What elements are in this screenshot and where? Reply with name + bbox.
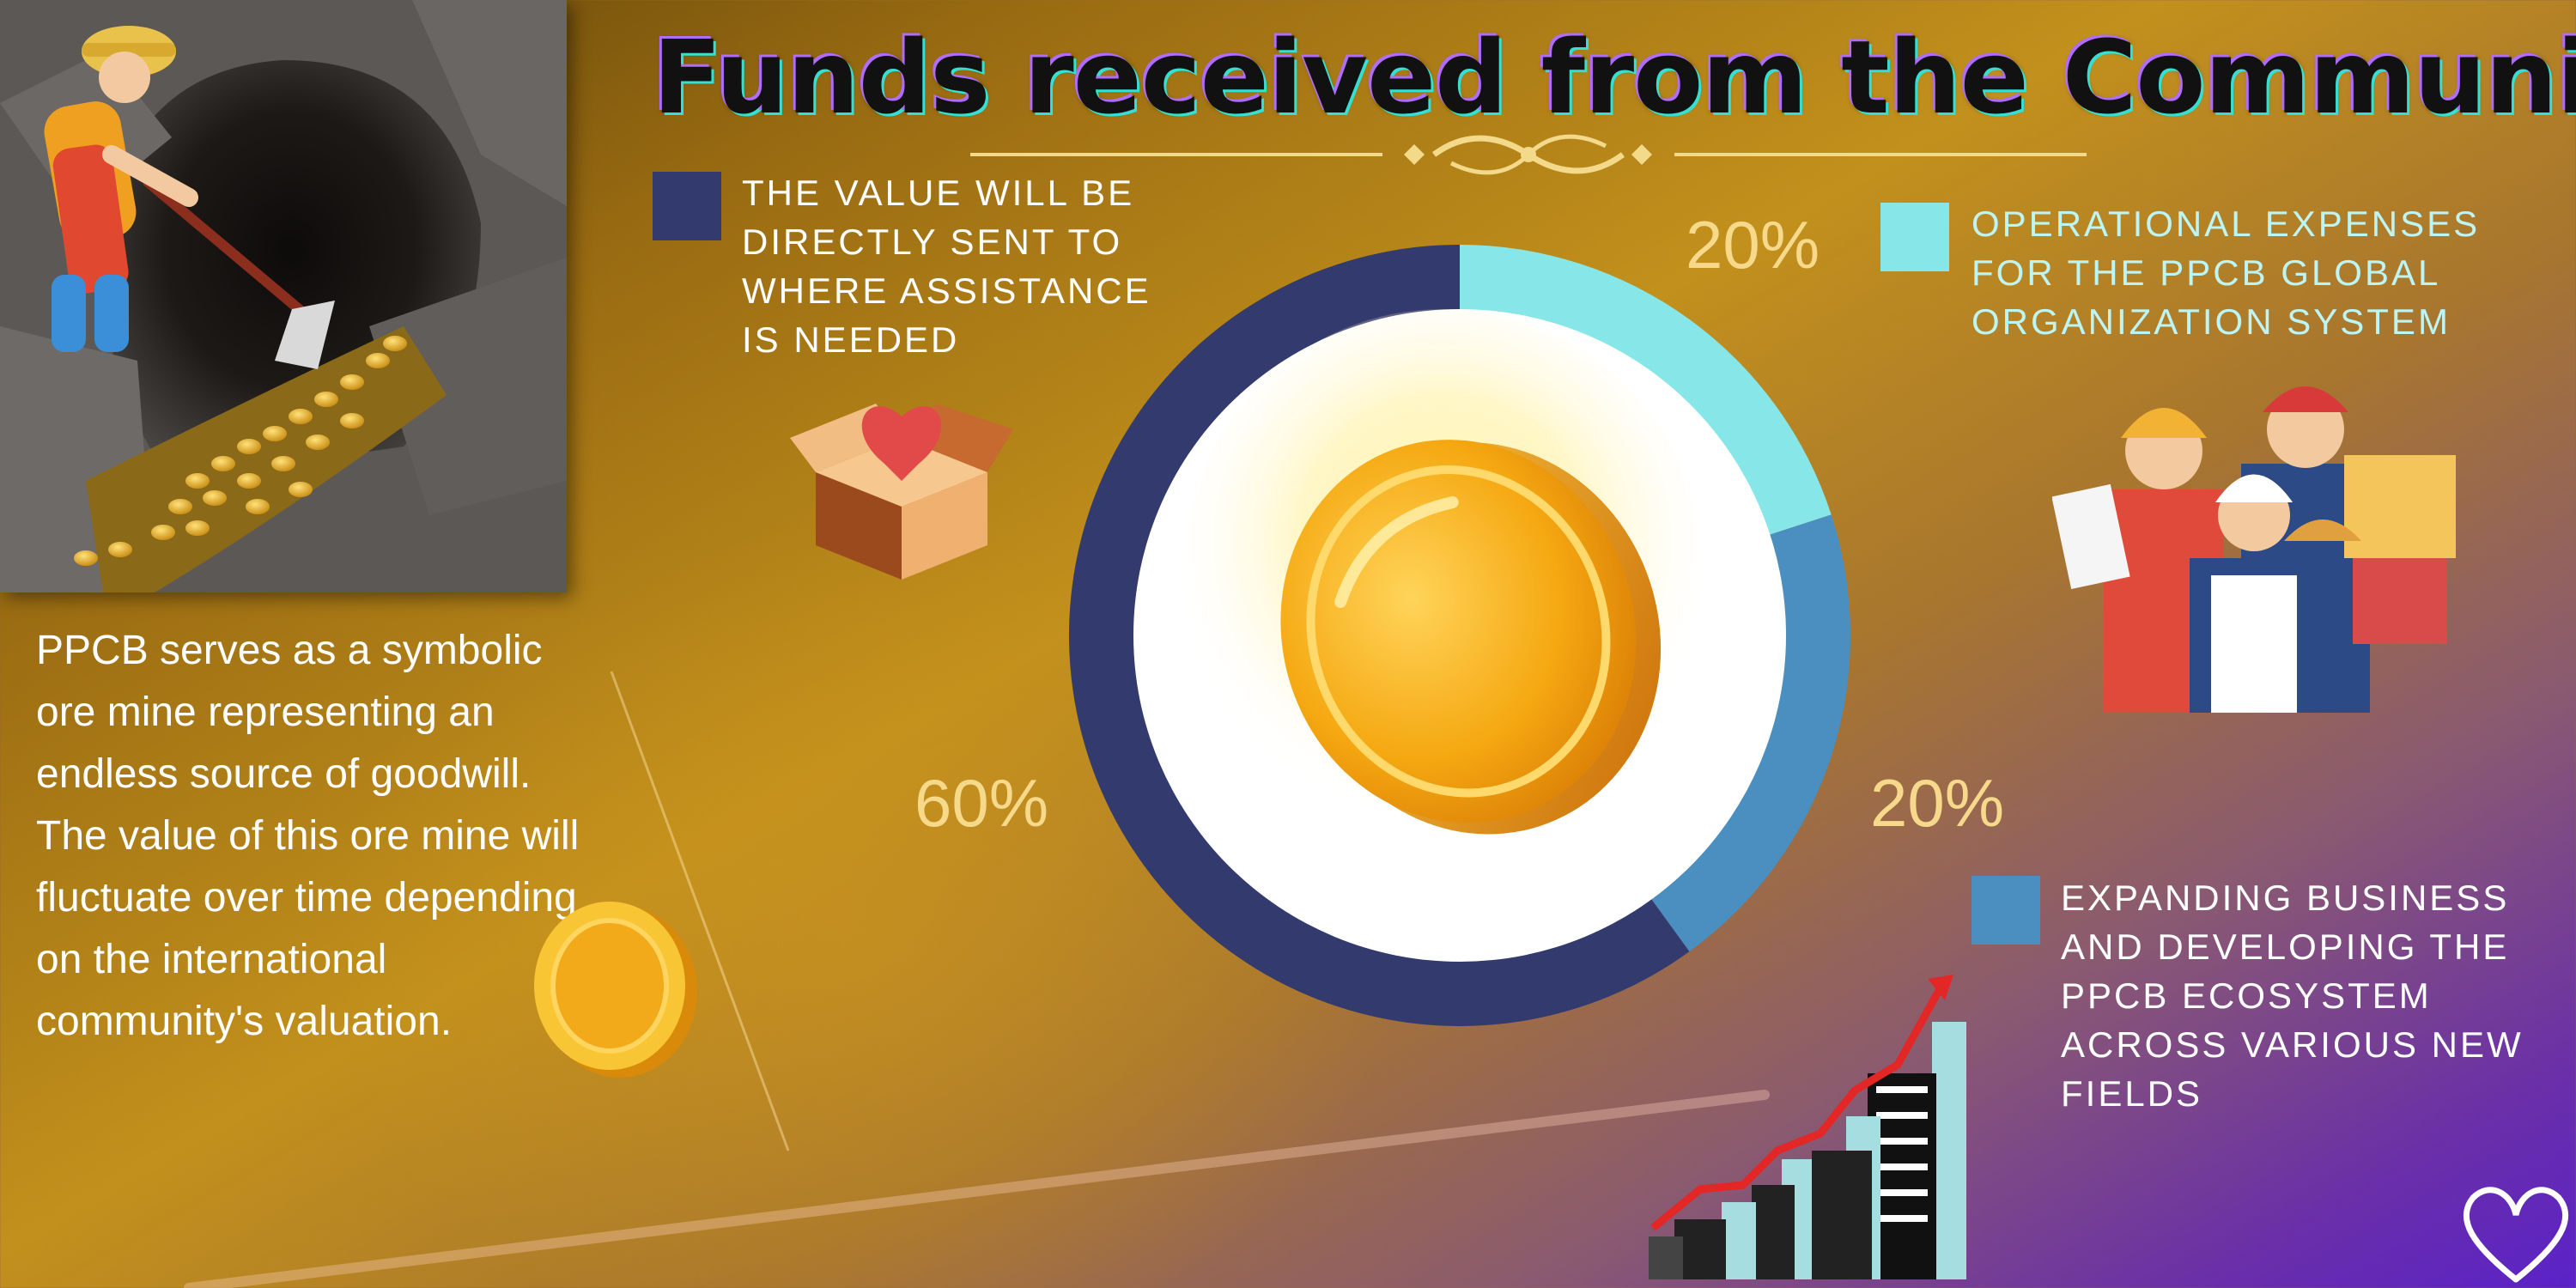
gift-box-heart-icon [790, 404, 1013, 580]
legend-swatch-operational [1880, 203, 1949, 271]
page-title: Funds received from the Community [653, 18, 2576, 137]
legend-label-operational: OPERATIONAL EXPENSES FOR THE PPCB GLOBAL… [1971, 204, 2481, 342]
percent-label-expanding: 20% [1870, 765, 2005, 841]
legend-label-assistance: THE VALUE WILL BE DIRECTLY SENT TO WHERE… [742, 173, 1151, 360]
workers-team-icon [2052, 386, 2456, 713]
legend-swatch-assistance [653, 172, 721, 240]
percent-label-operational: 20% [1686, 207, 1820, 283]
legend-label-expanding: EXPANDING BUSINESS AND DEVELOPING THE PP… [2061, 878, 2524, 1114]
percent-label-assistance: 60% [914, 765, 1049, 841]
ppcb-description: PPCB serves as a symbolic ore mine repre… [36, 628, 580, 1044]
ore-mine-illustration [0, 0, 567, 592]
funds-donut-chart [1069, 245, 1850, 1026]
heart-logo-icon [2463, 1187, 2569, 1283]
legend-swatch-expanding [1971, 876, 2040, 945]
gold-coin-icon [1280, 440, 1662, 835]
